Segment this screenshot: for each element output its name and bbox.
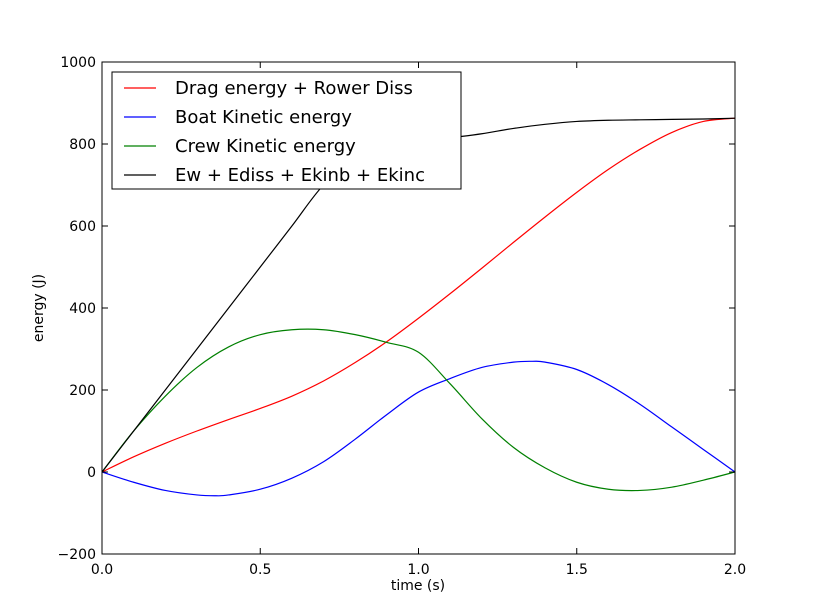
legend: Drag energy + Rower Diss Boat Kinetic ene…: [111, 71, 462, 190]
series-line-2: [102, 360, 735, 497]
y-tick-label: 0: [87, 465, 96, 481]
x-axis-label: time (s): [391, 578, 445, 594]
legend-box: [111, 71, 462, 190]
y-tick-label: 400: [69, 301, 96, 317]
y-tick-label: 800: [69, 137, 96, 153]
x-tick-label: 0.5: [249, 562, 271, 578]
x-tick-label: 1.5: [566, 562, 588, 578]
y-tick-label: 600: [69, 219, 96, 235]
x-tick-label: 2.0: [724, 562, 746, 578]
y-tick-label: 200: [69, 383, 96, 399]
y-tick-label: 1000: [60, 55, 96, 71]
series-line-1: [102, 117, 735, 473]
x-tick-label: 1.0: [407, 562, 429, 578]
series-line-3: [102, 328, 735, 492]
legend-label-2: Boat Kinetic energy: [175, 107, 352, 128]
legend-label-3: Crew Kinetic energy: [175, 136, 356, 157]
y-tick-label: −200: [58, 547, 96, 563]
x-tick-label: 0.0: [91, 562, 113, 578]
legend-label-1: Drag energy + Rower Diss: [175, 78, 413, 99]
legend-label-4: Ew + Ediss + Ekinb + Ekinc: [175, 165, 425, 186]
y-axis-label: energy (J): [31, 274, 47, 342]
ticks-layer: 0.0 0.5 1.0 1.5 2.0 −200 0 200 400 600 800 1000: [58, 55, 747, 578]
